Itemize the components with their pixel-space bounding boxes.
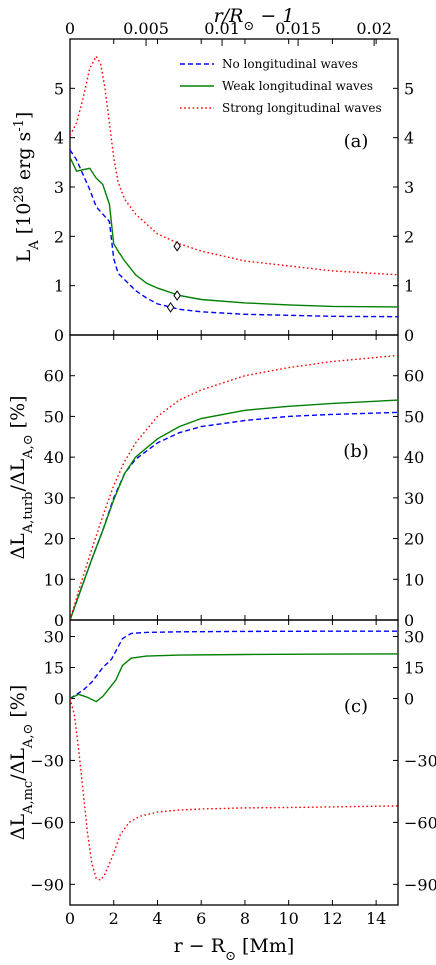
y-tick-label: 3 (54, 178, 64, 197)
panel-1: 0 0 1 1 2 2 3 3 4 4 5 5 0 0.005 0.01 0.015 0.02 r/R⊙ − 1 (… (12, 5, 415, 345)
series-line-strong-longitudinal-waves (70, 54, 398, 276)
y-tick-label-right: 10 (404, 570, 424, 589)
y-tick-label-right: 50 (404, 407, 424, 426)
y-tick-label: 15 (44, 659, 64, 678)
legend-label: Strong longitudinal waves (222, 101, 382, 115)
panel-label: (b) (343, 441, 369, 462)
legend-label: Weak longitudinal waves (222, 79, 373, 93)
y-tick-label-right: 1 (404, 277, 414, 296)
y-tick-label: 60 (44, 367, 64, 386)
y-tick-label: 0 (54, 689, 64, 708)
diamond-marker (173, 240, 181, 252)
diamond-marker (166, 302, 175, 313)
y-tick-label-right: 0 (404, 326, 414, 345)
y-tick-label-right: 5 (404, 79, 414, 98)
panel-frame (69, 334, 399, 621)
y-tick-label-right: 15 (404, 659, 424, 678)
series-line-no-longitudinal-waves (70, 630, 398, 700)
y-tick-label: 0 (54, 326, 64, 345)
series-line-weak-longitudinal-waves (70, 399, 398, 620)
series-line-strong-longitudinal-waves (70, 698, 398, 882)
y-tick-label: −90 (30, 875, 64, 894)
panel-2: 0 0 10 10 20 20 30 30 40 40 50 50 60 60 (b) ΔLA,turb/ΔL… (7, 334, 424, 630)
series-line-no-longitudinal-waves (70, 411, 398, 620)
panel-label: (a) (344, 131, 369, 152)
legend: No longitudinal waves Weak longitudinal w… (180, 57, 382, 115)
y-tick-label: 1 (54, 277, 64, 296)
x-tick-label: 14 (366, 909, 386, 928)
panel-3: 0 2 4 6 8 10 12 14 −90 −90 −60 −60 −30 −30 0 0 15 15 30 30 (… (7, 619, 436, 964)
y-tick-label: 4 (54, 129, 64, 148)
y-tick-label: −60 (30, 813, 64, 832)
y-axis-title: ΔLA,mc/ΔLA,⊙ [%] (7, 685, 36, 841)
y-tick-label: 30 (44, 628, 64, 647)
y-tick-label-right: 40 (404, 448, 424, 467)
top-x-tick-label: 0.015 (275, 19, 321, 38)
diamond-marker (173, 290, 181, 301)
y-axis-title: ΔLA,turb/ΔLA,⊙ [%] (7, 395, 36, 559)
y-tick-label-right: 3 (404, 178, 414, 197)
y-tick-label-right: −60 (404, 813, 436, 832)
x-tick-label: 4 (152, 909, 162, 928)
y-tick-label: 50 (44, 407, 64, 426)
x-tick-label: 8 (240, 909, 250, 928)
series-line-weak-longitudinal-waves (70, 157, 398, 308)
panel-frame (69, 619, 399, 906)
y-tick-label-right: 4 (404, 129, 414, 148)
y-tick-label-right: 2 (404, 227, 414, 246)
y-tick-label: 2 (54, 227, 64, 246)
y-tick-label-right: −90 (404, 875, 436, 894)
y-tick-label: 0 (54, 611, 64, 630)
x-tick-label: 0 (65, 909, 75, 928)
series-line-no-longitudinal-waves (70, 149, 398, 318)
top-x-tick-label: 0.005 (123, 19, 169, 38)
y-tick-label: 40 (44, 448, 64, 467)
top-x-tick-label: 0.01 (204, 19, 240, 38)
y-tick-label: 20 (44, 530, 64, 549)
y-tick-label-right: 0 (404, 689, 414, 708)
y-tick-label: 5 (54, 79, 64, 98)
series-line-weak-longitudinal-waves (70, 653, 398, 703)
y-tick-label: 30 (44, 489, 64, 508)
y-tick-label-right: 60 (404, 367, 424, 386)
y-tick-label-right: 30 (404, 628, 424, 647)
y-axis-title: LA [1028 erg s-1] (12, 112, 42, 263)
x-tick-label: 12 (322, 909, 342, 928)
y-tick-label-right: −30 (404, 751, 436, 770)
top-x-axis-title: r/R⊙ − 1 (214, 5, 295, 34)
top-x-tick-label: 0 (65, 19, 75, 38)
y-tick-label: 10 (44, 570, 64, 589)
y-tick-label-right: 20 (404, 530, 424, 549)
top-x-tick-label: 0.02 (356, 19, 392, 38)
x-tick-label: 2 (109, 909, 119, 928)
y-tick-label: −30 (30, 751, 64, 770)
legend-label: No longitudinal waves (222, 57, 358, 71)
panel-label: (c) (344, 696, 368, 717)
x-tick-label: 10 (278, 909, 298, 928)
y-tick-label-right: 0 (404, 611, 414, 630)
series-line-strong-longitudinal-waves (70, 354, 398, 620)
x-axis-title: r − R⊙ [Mm] (174, 935, 295, 961)
y-tick-label-right: 30 (404, 489, 424, 508)
x-tick-label: 6 (196, 909, 206, 928)
